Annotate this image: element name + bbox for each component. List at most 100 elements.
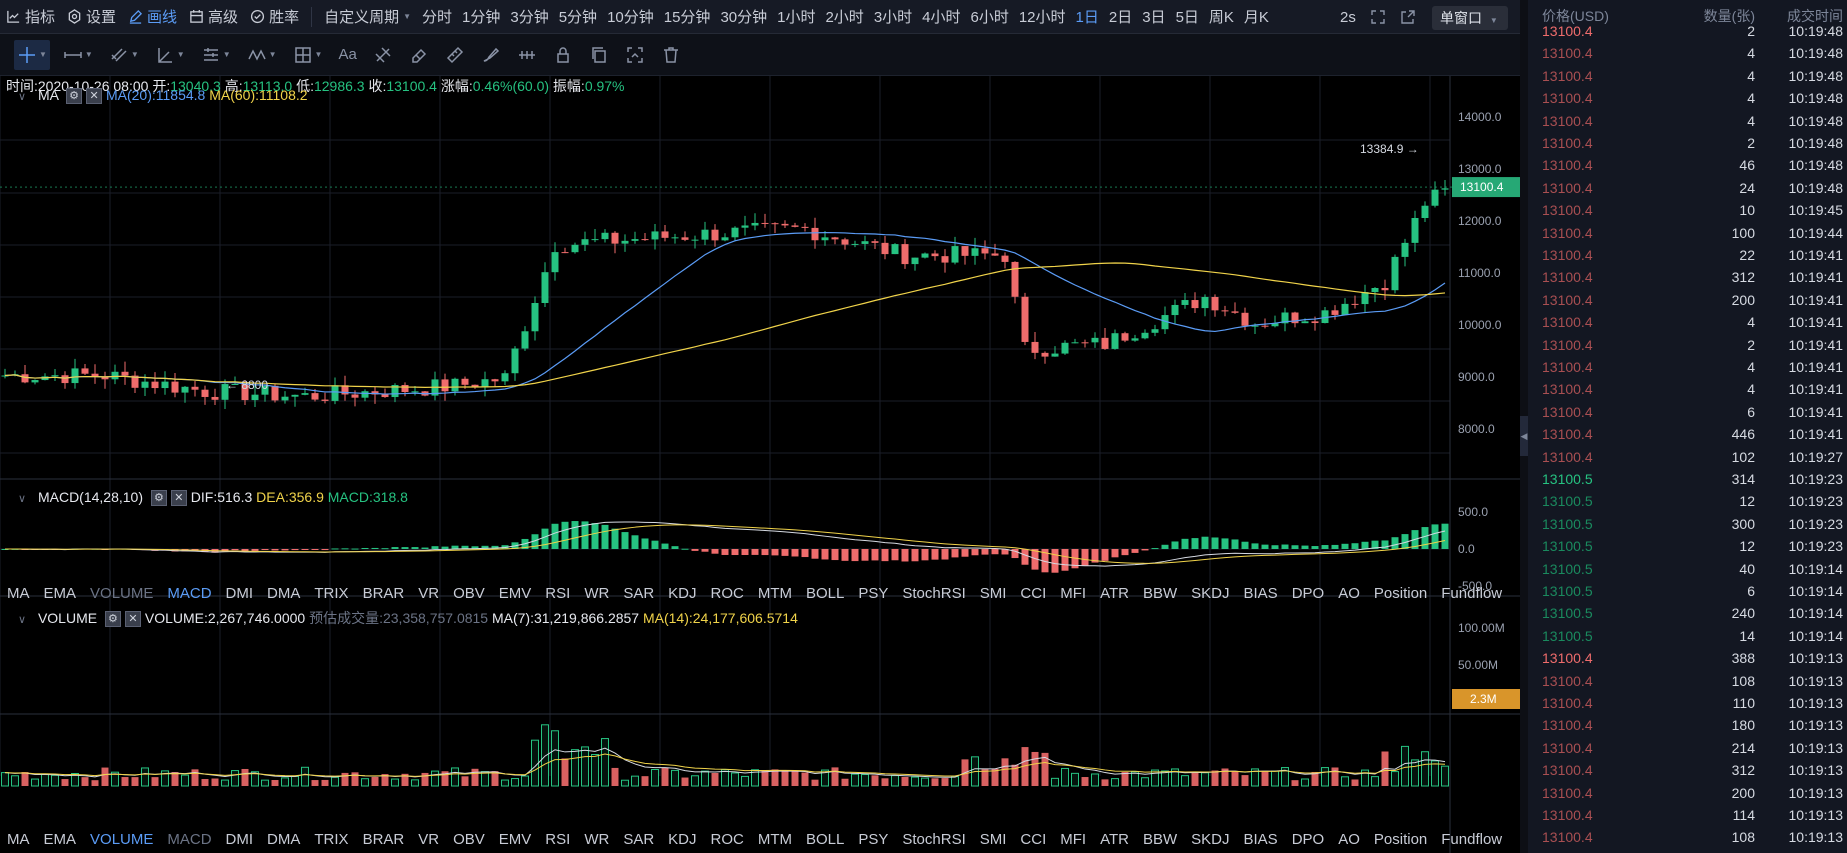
period-18[interactable]: 月K <box>1243 9 1269 26</box>
fullscreen-icon[interactable] <box>1370 9 1386 25</box>
collapse-chevron-icon[interactable]: ∨ <box>18 493 27 505</box>
pattern-tool[interactable] <box>370 40 396 70</box>
line-tool[interactable]: ▼ <box>60 40 96 70</box>
indicator-tab-smi[interactable]: SMI <box>979 585 1007 602</box>
indicator-tab-emv[interactable]: EMV <box>498 585 532 602</box>
period-1[interactable]: 1分钟 <box>462 9 501 26</box>
period-3[interactable]: 5分钟 <box>558 9 598 26</box>
indicator-tab-ema[interactable]: EMA <box>43 585 77 602</box>
indicator-tab-dma[interactable]: DMA <box>267 585 301 602</box>
period-15[interactable]: 3日 <box>1142 9 1166 26</box>
collapse-arrow-icon[interactable]: ◀ <box>1520 416 1528 456</box>
indicator-tab-cci[interactable]: CCI <box>1020 831 1047 848</box>
indicator-tab-psy[interactable]: PSY <box>858 831 889 848</box>
custom-period-dropdown[interactable]: 自定义周期 ▼ <box>318 0 417 34</box>
window-mode-dropdown[interactable]: 单窗口 ▼ <box>1432 6 1508 30</box>
close-icon[interactable]: ✕ <box>170 490 187 507</box>
period-14[interactable]: 2日 <box>1108 9 1133 26</box>
delete-tool[interactable] <box>658 40 684 70</box>
period-8[interactable]: 2小时 <box>825 9 864 26</box>
period-17[interactable]: 周K <box>1208 9 1234 26</box>
indicator-tab-ma[interactable]: MA <box>7 585 30 602</box>
brush-tool[interactable] <box>478 40 504 70</box>
indicator-tab-rsi[interactable]: RSI <box>545 585 571 602</box>
period-13[interactable]: 1日 <box>1075 9 1099 26</box>
fibonacci-tool[interactable]: ▼ <box>198 40 234 70</box>
indicator-button[interactable]: 指标 <box>0 0 61 34</box>
indicator-tab-roc[interactable]: ROC <box>710 585 744 602</box>
indicator-tab-atr[interactable]: ATR <box>1100 831 1129 848</box>
indicator-tab-mtm[interactable]: MTM <box>757 831 792 848</box>
indicator-tab-ma[interactable]: MA <box>7 831 30 848</box>
indicator-tab-ema[interactable]: EMA <box>43 831 77 848</box>
period-4[interactable]: 10分钟 <box>607 9 654 26</box>
close-icon[interactable]: ✕ <box>86 88 103 105</box>
win-rate-button[interactable]: 胜率 <box>244 0 305 34</box>
settings-button[interactable]: 设置 <box>61 0 122 34</box>
indicator-tab-position[interactable]: Position <box>1373 831 1428 848</box>
box-tool[interactable]: ▼ <box>290 40 326 70</box>
indicator-tab-ao[interactable]: AO <box>1338 831 1360 848</box>
indicator-tab-boll[interactable]: BOLL <box>806 831 845 848</box>
indicator-tab-obv[interactable]: OBV <box>453 585 485 602</box>
period-12[interactable]: 12小时 <box>1018 9 1066 26</box>
indicator-tab-macd[interactable]: MACD <box>167 831 212 848</box>
screenshot-tool[interactable] <box>622 40 648 70</box>
indicator-tab-dmi[interactable]: DMI <box>225 831 254 848</box>
indicator-tab-skdj[interactable]: SKDJ <box>1191 831 1230 848</box>
gear-icon[interactable]: ⚙ <box>66 88 83 105</box>
period-6[interactable]: 30分钟 <box>720 9 768 26</box>
collapse-chevron-icon[interactable]: ∨ <box>18 614 27 626</box>
indicator-tab-fundflow[interactable]: Fundflow <box>1441 831 1503 848</box>
indicator-tab-vr[interactable]: VR <box>418 831 440 848</box>
crosshair-tool[interactable]: ▼ <box>14 39 50 70</box>
advanced-button[interactable]: 高级 <box>183 0 244 34</box>
indicator-tab-dpo[interactable]: DPO <box>1291 831 1325 848</box>
indicator-tab-kdj[interactable]: KDJ <box>668 585 697 602</box>
measure-tool[interactable] <box>514 40 540 70</box>
indicator-tab-emv[interactable]: EMV <box>498 831 532 848</box>
panel-divider[interactable]: ◀ <box>1520 0 1528 853</box>
indicator-tab-roc[interactable]: ROC <box>710 831 744 848</box>
refresh-interval[interactable]: 2s <box>1340 8 1356 26</box>
indicator-tab-stochrsi[interactable]: StochRSI <box>902 585 966 602</box>
period-16[interactable]: 5日 <box>1175 9 1199 26</box>
close-icon[interactable]: ✕ <box>124 611 141 628</box>
indicator-tab-bbw[interactable]: BBW <box>1142 831 1178 848</box>
copy-tool[interactable] <box>586 40 612 70</box>
indicator-tab-macd[interactable]: MACD <box>167 585 212 602</box>
indicator-tab-sar[interactable]: SAR <box>623 585 655 602</box>
indicator-tab-wr[interactable]: WR <box>584 831 610 848</box>
wave-tool[interactable]: ▼ <box>244 40 280 70</box>
indicator-tab-dmi[interactable]: DMI <box>225 585 254 602</box>
indicator-tab-mtm[interactable]: MTM <box>757 585 792 602</box>
indicator-tab-kdj[interactable]: KDJ <box>668 831 697 848</box>
gear-icon[interactable]: ⚙ <box>104 611 121 628</box>
indicator-tab-dma[interactable]: DMA <box>267 831 301 848</box>
indicator-tab-atr[interactable]: ATR <box>1100 585 1129 602</box>
indicator-tab-obv[interactable]: OBV <box>453 831 485 848</box>
indicator-tab-trix[interactable]: TRIX <box>314 585 349 602</box>
text-tool[interactable]: Aa <box>335 40 359 70</box>
indicator-tab-wr[interactable]: WR <box>584 585 610 602</box>
eraser-tool[interactable] <box>406 40 432 70</box>
period-11[interactable]: 6小时 <box>970 9 1009 26</box>
period-0[interactable]: 分时 <box>422 9 453 26</box>
indicator-tab-bias[interactable]: BIAS <box>1243 831 1278 848</box>
popout-icon[interactable] <box>1400 9 1416 25</box>
indicator-tab-brar[interactable]: BRAR <box>362 831 405 848</box>
indicator-tab-psy[interactable]: PSY <box>858 585 889 602</box>
gear-icon[interactable]: ⚙ <box>150 490 167 507</box>
ruler-tool[interactable] <box>442 40 468 70</box>
lock-tool[interactable] <box>550 40 576 70</box>
angle-tool[interactable]: ▼ <box>152 40 188 70</box>
indicator-tab-fundflow[interactable]: Fundflow <box>1441 585 1503 602</box>
indicator-tab-vr[interactable]: VR <box>418 585 440 602</box>
indicator-tab-rsi[interactable]: RSI <box>545 831 571 848</box>
indicator-tab-volume[interactable]: VOLUME <box>90 585 154 602</box>
period-5[interactable]: 15分钟 <box>663 9 711 26</box>
period-10[interactable]: 4小时 <box>922 9 961 26</box>
indicator-tab-skdj[interactable]: SKDJ <box>1191 585 1230 602</box>
period-9[interactable]: 3小时 <box>873 9 913 26</box>
indicator-tab-stochrsi[interactable]: StochRSI <box>902 831 966 848</box>
